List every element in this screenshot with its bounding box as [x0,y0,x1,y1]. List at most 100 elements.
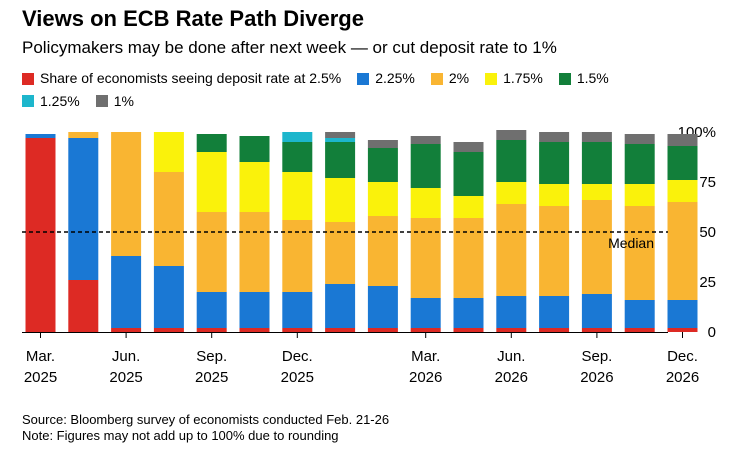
bar-segment [624,300,655,328]
bar-segment [581,142,612,184]
bar-segment [410,218,441,298]
bar-segment [410,144,441,188]
bar-segment [539,328,570,332]
bar-segment [667,328,698,332]
bar-segment [367,148,398,182]
bar-segment [453,152,484,196]
bar-segment [196,134,227,152]
bar-segment [325,142,356,178]
bar-segment [239,162,270,212]
bar-segment [667,134,698,146]
bar-segment [581,132,612,142]
bar-segment [68,132,99,138]
bar-segment [539,184,570,206]
bar-segment [153,172,184,266]
bar-segment [282,292,313,328]
bar-segment [624,144,655,184]
legend-swatch [485,72,498,85]
bar-segment [667,146,698,180]
bar-segment [367,216,398,286]
legend-item: 1% [95,91,134,112]
bar-segment [196,292,227,328]
legend-swatch [430,72,443,85]
bar-segment [282,328,313,332]
legend-swatch [95,95,108,107]
bar-segment [410,298,441,328]
bar-segment [367,286,398,328]
median-label: Median [608,235,654,251]
legend-item: Share of economists seeing deposit rate … [22,68,341,89]
legend-item: 2.25% [357,68,415,89]
bar-segment [196,328,227,332]
legend-label: 1.5% [576,70,609,86]
source-note: Source: Bloomberg survey of economists c… [22,412,390,427]
bar-segment [282,142,313,172]
bar-segment [153,132,184,172]
y-tick-label: 75 [699,174,716,191]
legend-label: 1.25% [40,92,80,109]
bar-segment [25,138,56,332]
legend-item: 1.5% [558,68,609,89]
legend-label: 1.75% [503,70,543,86]
bar-segment [282,220,313,292]
x-tick-label: 2026 [580,369,613,386]
bar-segment [196,152,227,212]
legend-item: 1.25% [22,91,80,112]
y-tick-label: 0 [708,324,716,341]
x-tick-label: Sep. [196,348,227,365]
bar-segment [496,130,527,140]
legend-row: 1.25% 1% [22,91,722,114]
x-tick-label: 2025 [281,369,314,386]
bar-segment [239,136,270,162]
x-tick-label: 2026 [495,369,528,386]
bar-segment [153,266,184,328]
legend-label: 2% [448,70,470,86]
bar-segment [496,204,527,296]
legend: Share of economists seeing deposit rate … [22,68,722,113]
bar-segment [325,328,356,332]
bar-segment [325,132,356,138]
bar-segment [239,292,270,328]
bar-segment [453,142,484,152]
legend-item: 1.75% [485,68,543,89]
x-tick-label: Jun. [112,348,140,365]
x-tick-label: 2026 [666,369,699,386]
legend-swatch [22,72,34,85]
legend-label: Share of economists seeing deposit rate … [40,70,342,86]
bar-segment [25,134,56,138]
legend-row: Share of economists seeing deposit rate … [22,68,722,91]
bar-segment [282,172,313,220]
bar-segment [282,132,313,142]
x-tick-label: 2025 [195,369,228,386]
bar-segment [367,140,398,148]
bar-segment [410,328,441,332]
chart-subtitle: Policymakers may be done after next week… [22,38,557,57]
bar-segment [196,212,227,292]
bar-segment [624,184,655,206]
legend-item: 2% [430,68,470,89]
y-tick-label: 25 [699,274,716,291]
x-tick-label: Dec. [282,348,313,365]
bar-segment [239,328,270,332]
bar-segment [581,294,612,328]
bar-segment [496,140,527,182]
bar-segment [496,182,527,204]
bar-segment [68,280,99,332]
x-tick-label: Dec. [667,348,698,365]
bar-segment [239,212,270,292]
x-tick-label: 2026 [409,369,442,386]
legend-swatch [558,72,571,85]
bar-segment [496,296,527,328]
bar-segment [325,284,356,328]
bar-segment [581,328,612,332]
bar-segment [453,328,484,332]
legend-label: 1% [113,92,134,109]
bar-segment [581,184,612,200]
bar-segment [410,136,441,144]
x-tick-label: Mar. [26,348,55,365]
bar-segment [581,200,612,294]
bar-segment [539,296,570,328]
bar-segment [667,300,698,328]
bar-segment [496,328,527,332]
